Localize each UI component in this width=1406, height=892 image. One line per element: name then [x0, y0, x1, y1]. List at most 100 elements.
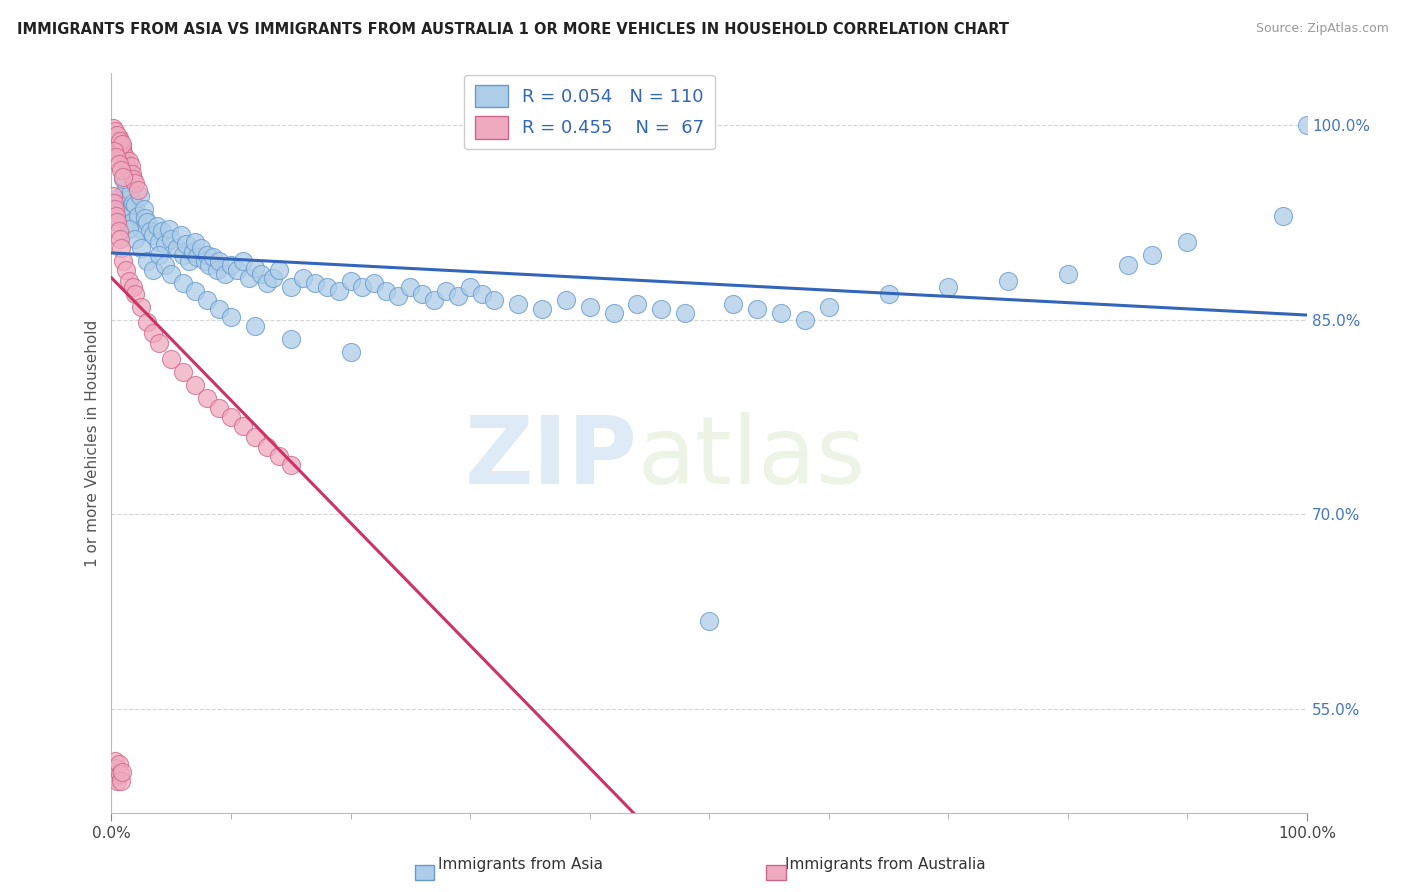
- Point: [411, 286, 433, 301]
- Point: [124, 198, 146, 212]
- Point: [110, 773, 132, 788]
- Point: [602, 306, 624, 320]
- Point: [124, 177, 146, 191]
- Point: [124, 286, 146, 301]
- Point: [122, 172, 145, 186]
- Point: [122, 280, 145, 294]
- Point: [121, 167, 143, 181]
- Point: [160, 351, 183, 366]
- Point: [817, 300, 839, 314]
- Point: [1116, 258, 1139, 272]
- Point: [136, 215, 159, 229]
- Point: [108, 134, 131, 148]
- Point: [138, 224, 160, 238]
- Point: [108, 232, 131, 246]
- Point: [190, 241, 212, 255]
- Point: [127, 209, 149, 223]
- Point: [267, 263, 290, 277]
- Point: [112, 254, 135, 268]
- Point: [132, 202, 155, 217]
- Point: [110, 241, 132, 255]
- Point: [134, 211, 156, 226]
- Point: [195, 391, 218, 405]
- Point: [118, 206, 141, 220]
- Point: [105, 128, 128, 143]
- Point: [280, 458, 302, 472]
- Point: [1177, 235, 1199, 249]
- Point: [238, 271, 260, 285]
- Point: [150, 224, 173, 238]
- Point: [471, 286, 494, 301]
- Point: [111, 140, 134, 154]
- Point: [243, 319, 266, 334]
- Point: [155, 258, 177, 272]
- Point: [280, 280, 302, 294]
- Point: [214, 267, 236, 281]
- Point: [250, 267, 273, 281]
- Point: [195, 248, 218, 262]
- Point: [232, 254, 254, 268]
- Point: [256, 440, 278, 454]
- Point: [208, 254, 231, 268]
- Point: [136, 315, 159, 329]
- Point: [105, 141, 128, 155]
- Point: [202, 251, 225, 265]
- Point: [122, 195, 145, 210]
- Point: [205, 263, 228, 277]
- Point: [105, 761, 128, 775]
- Point: [124, 232, 146, 246]
- Point: [399, 280, 422, 294]
- Point: [114, 183, 136, 197]
- Point: [110, 189, 132, 203]
- Point: [262, 271, 284, 285]
- Point: [105, 150, 128, 164]
- Point: [626, 297, 648, 311]
- Point: [226, 263, 249, 277]
- Point: [1296, 118, 1319, 132]
- Text: ZIP: ZIP: [464, 412, 637, 504]
- Point: [148, 235, 170, 249]
- Point: [105, 134, 128, 148]
- Point: [172, 248, 194, 262]
- Point: [352, 280, 374, 294]
- Point: [114, 157, 136, 171]
- Point: [578, 300, 600, 314]
- Point: [142, 228, 165, 243]
- Point: [447, 289, 470, 303]
- Point: [434, 284, 457, 298]
- Point: [105, 209, 128, 223]
- Point: [114, 150, 136, 164]
- Point: [110, 146, 132, 161]
- Point: [101, 120, 124, 135]
- Point: [142, 326, 165, 340]
- Point: [997, 274, 1019, 288]
- Point: [280, 332, 302, 346]
- Point: [129, 222, 152, 236]
- Point: [721, 297, 744, 311]
- Text: atlas: atlas: [637, 412, 866, 504]
- Point: [1057, 267, 1080, 281]
- Point: [172, 277, 194, 291]
- Point: [232, 419, 254, 434]
- Text: Immigrants from Asia: Immigrants from Asia: [437, 857, 603, 872]
- Text: IMMIGRANTS FROM ASIA VS IMMIGRANTS FROM AUSTRALIA 1 OR MORE VEHICLES IN HOUSEHOL: IMMIGRANTS FROM ASIA VS IMMIGRANTS FROM …: [17, 22, 1010, 37]
- Point: [107, 157, 129, 171]
- Point: [104, 202, 127, 217]
- Point: [1272, 209, 1295, 223]
- Point: [208, 401, 231, 415]
- Point: [117, 163, 139, 178]
- Point: [112, 169, 135, 184]
- Point: [530, 302, 553, 317]
- Point: [157, 222, 180, 236]
- Point: [793, 312, 815, 326]
- Point: [103, 144, 125, 158]
- Point: [170, 228, 193, 243]
- Point: [174, 237, 197, 252]
- Point: [243, 260, 266, 275]
- Point: [148, 336, 170, 351]
- Point: [127, 183, 149, 197]
- Point: [160, 232, 183, 246]
- Point: [148, 248, 170, 262]
- Point: [118, 154, 141, 169]
- Point: [101, 131, 124, 145]
